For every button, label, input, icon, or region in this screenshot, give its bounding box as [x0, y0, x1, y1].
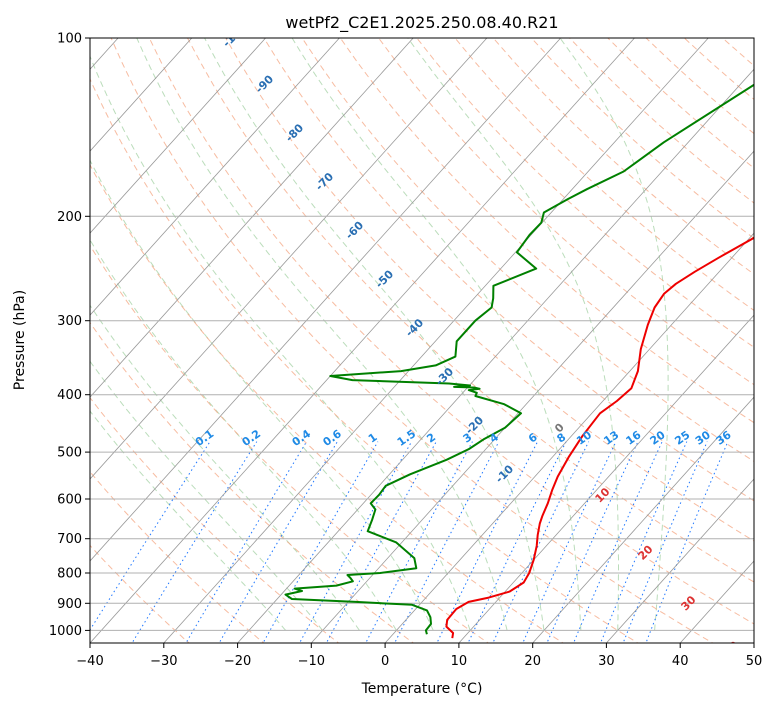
- x-tick-label: −20: [224, 654, 251, 669]
- y-tick-label: 700: [57, 532, 82, 547]
- isotherm-line: [311, 150, 754, 643]
- y-tick-label: 500: [57, 446, 82, 461]
- dry-adiabat-line: [263, 38, 754, 502]
- isotherm-line: [532, 396, 754, 643]
- y-tick-label: 100: [57, 32, 82, 47]
- y-tick-label: 800: [57, 567, 82, 582]
- y-axis-label: Pressure (hPa): [12, 290, 28, 390]
- plot-frame: [89, 37, 755, 644]
- moist-adiabat-line: [204, 38, 545, 631]
- x-tick-label: 40: [672, 654, 689, 669]
- moist-adiabat-line: [90, 304, 360, 631]
- dry-adiabat-line: [90, 77, 639, 643]
- y-tick-label: 200: [57, 210, 82, 225]
- isotherm-line: [237, 68, 754, 643]
- x-tick-label: 10: [451, 654, 468, 669]
- x-tick-label: −30: [150, 654, 177, 669]
- temperature-profile-line: [445, 236, 754, 639]
- y-tick-label: 1000: [49, 624, 82, 639]
- mixing-ratio-line: [394, 441, 500, 643]
- dry-adiabat-line: [339, 38, 754, 424]
- x-tick-label: 20: [524, 654, 541, 669]
- y-tick-label: 300: [57, 314, 82, 329]
- mixing-ratio-line: [522, 441, 617, 643]
- dry-adiabat-line: [90, 396, 340, 643]
- isotherm-line: [163, 38, 709, 643]
- mixing-ratio-line: [90, 441, 211, 631]
- isotherm-line: [90, 38, 266, 234]
- isotherm-line: [90, 38, 340, 316]
- x-tick-label: −40: [76, 654, 103, 669]
- isotherm-line: [90, 38, 635, 643]
- x-tick-label: −10: [298, 654, 325, 669]
- moist-adiabats: [90, 38, 669, 631]
- dry-adiabat-line: [225, 38, 754, 542]
- mixing-ratio-line: [218, 441, 338, 643]
- y-axis: 100 200 300 400 500 600 700 800 900 1000: [49, 32, 90, 639]
- isotherm-line: [384, 232, 754, 643]
- moist-adiabat-line: [136, 38, 508, 631]
- isobar-grid: [90, 38, 754, 631]
- mixing-ratio-line: [365, 441, 473, 643]
- profile-lines: [284, 83, 754, 639]
- mixing-ratio-line: [492, 441, 590, 643]
- mixing-ratio-line: [298, 441, 413, 643]
- mixing-ratio-line: [185, 441, 308, 643]
- moist-adiabat-line: [559, 38, 669, 631]
- mixing-ratio-line: [546, 441, 639, 643]
- y-tick-label: 400: [57, 388, 82, 403]
- moist-adiabat-line: [291, 38, 582, 631]
- isotherm-line: [90, 38, 488, 480]
- isotherm-line: [90, 38, 414, 398]
- x-tick-label: 50: [746, 654, 763, 669]
- isotherm-line: [90, 38, 561, 562]
- x-tick-label: 30: [598, 654, 615, 669]
- dry-adiabat-line: [90, 163, 564, 643]
- x-axis-label: Temperature (°C): [361, 681, 483, 697]
- mixing-ratio-line: [262, 441, 379, 643]
- dry-adiabat-line: [186, 38, 754, 583]
- dry-adiabat-line: [301, 38, 754, 462]
- dry-adiabat-label: -100: [220, 21, 249, 50]
- dry-adiabat-line: [454, 38, 754, 311]
- x-axis: −40 −30 −20 −10 0 10 20 30 40 50: [76, 643, 762, 669]
- moist-adiabat-line: [90, 239, 397, 631]
- mixing-ratio-line: [325, 441, 437, 643]
- moist-adiabat-line: [90, 159, 434, 631]
- dewpoint-profile-line: [284, 83, 754, 635]
- dry-adiabat-label: 40: [722, 639, 742, 659]
- chart-title: wetPf2_C2E1.2025.250.08.40.R21: [285, 13, 558, 33]
- isotherm-line: [90, 38, 193, 152]
- x-tick-label: 0: [381, 654, 389, 669]
- moist-adiabat-line: [407, 38, 619, 631]
- y-tick-label: 900: [57, 597, 82, 612]
- skewed-isotherms: [90, 38, 754, 643]
- isotherm-line: [606, 478, 754, 643]
- moist-adiabat-line: [90, 54, 471, 631]
- y-tick-label: 600: [57, 493, 82, 508]
- moist-adiabat-line: [90, 360, 323, 631]
- isotherm-line: [458, 314, 754, 643]
